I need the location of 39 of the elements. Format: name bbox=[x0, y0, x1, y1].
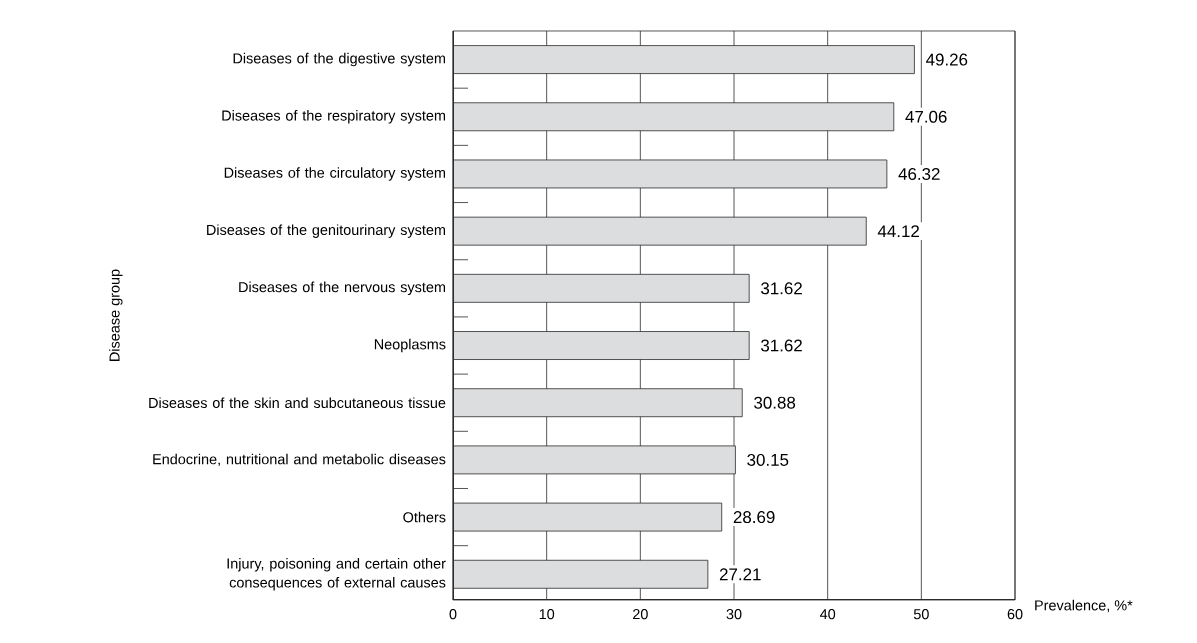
data-label: 31.62 bbox=[761, 282, 802, 295]
x-tick-label: 30 bbox=[726, 609, 742, 620]
data-label: 30.88 bbox=[754, 396, 796, 409]
x-tick-label: 60 bbox=[1007, 609, 1023, 620]
bar bbox=[453, 102, 895, 132]
data-label: 28.69 bbox=[733, 511, 775, 524]
bar bbox=[453, 502, 723, 532]
y-tick-label: Neoplasms bbox=[374, 338, 446, 353]
y-tick-label: Endocrine, nutritional and metabolic diseases bbox=[153, 453, 446, 467]
data-label: 31.62 bbox=[761, 339, 802, 352]
bar bbox=[453, 273, 750, 303]
bar bbox=[453, 159, 888, 189]
data-label: 47.06 bbox=[905, 110, 947, 123]
x-tick-label: 40 bbox=[819, 609, 836, 620]
y-tick-label: Diseases of the genitourinary system bbox=[207, 224, 446, 238]
x-tick-label: 50 bbox=[913, 609, 929, 620]
y-axis-title: Disease group bbox=[109, 269, 123, 361]
data-label: 49.26 bbox=[925, 53, 968, 66]
x-tick-label: 20 bbox=[633, 609, 648, 620]
x-tick-label: 0 bbox=[449, 609, 457, 620]
bar bbox=[453, 388, 743, 418]
data-label: 27.21 bbox=[719, 568, 761, 581]
y-tick-label: Diseases of the digestive system bbox=[233, 52, 446, 67]
y-tick-label: Others bbox=[403, 511, 446, 523]
x-tick-label: 10 bbox=[539, 609, 555, 620]
y-tick-label: Diseases of the circulatory system bbox=[224, 167, 446, 181]
y-tick-label: Diseases of the respiratory system bbox=[222, 110, 446, 124]
bar bbox=[453, 331, 750, 360]
bar bbox=[453, 445, 736, 475]
y-tick-label: Injury, poisoning and certain other consequences of external causes bbox=[227, 558, 446, 591]
data-label: 46.32 bbox=[898, 167, 940, 180]
x-axis-title: Prevalence, %* bbox=[1035, 599, 1133, 613]
bar bbox=[453, 559, 709, 589]
data-label: 44.12 bbox=[877, 225, 919, 238]
bar bbox=[453, 45, 915, 74]
y-tick-label: Diseases of the skin and subcutaneous tissue bbox=[149, 397, 446, 409]
y-tick-label: Diseases of the nervous system bbox=[239, 281, 446, 296]
data-label: 30.15 bbox=[747, 453, 789, 466]
bar bbox=[453, 216, 867, 246]
